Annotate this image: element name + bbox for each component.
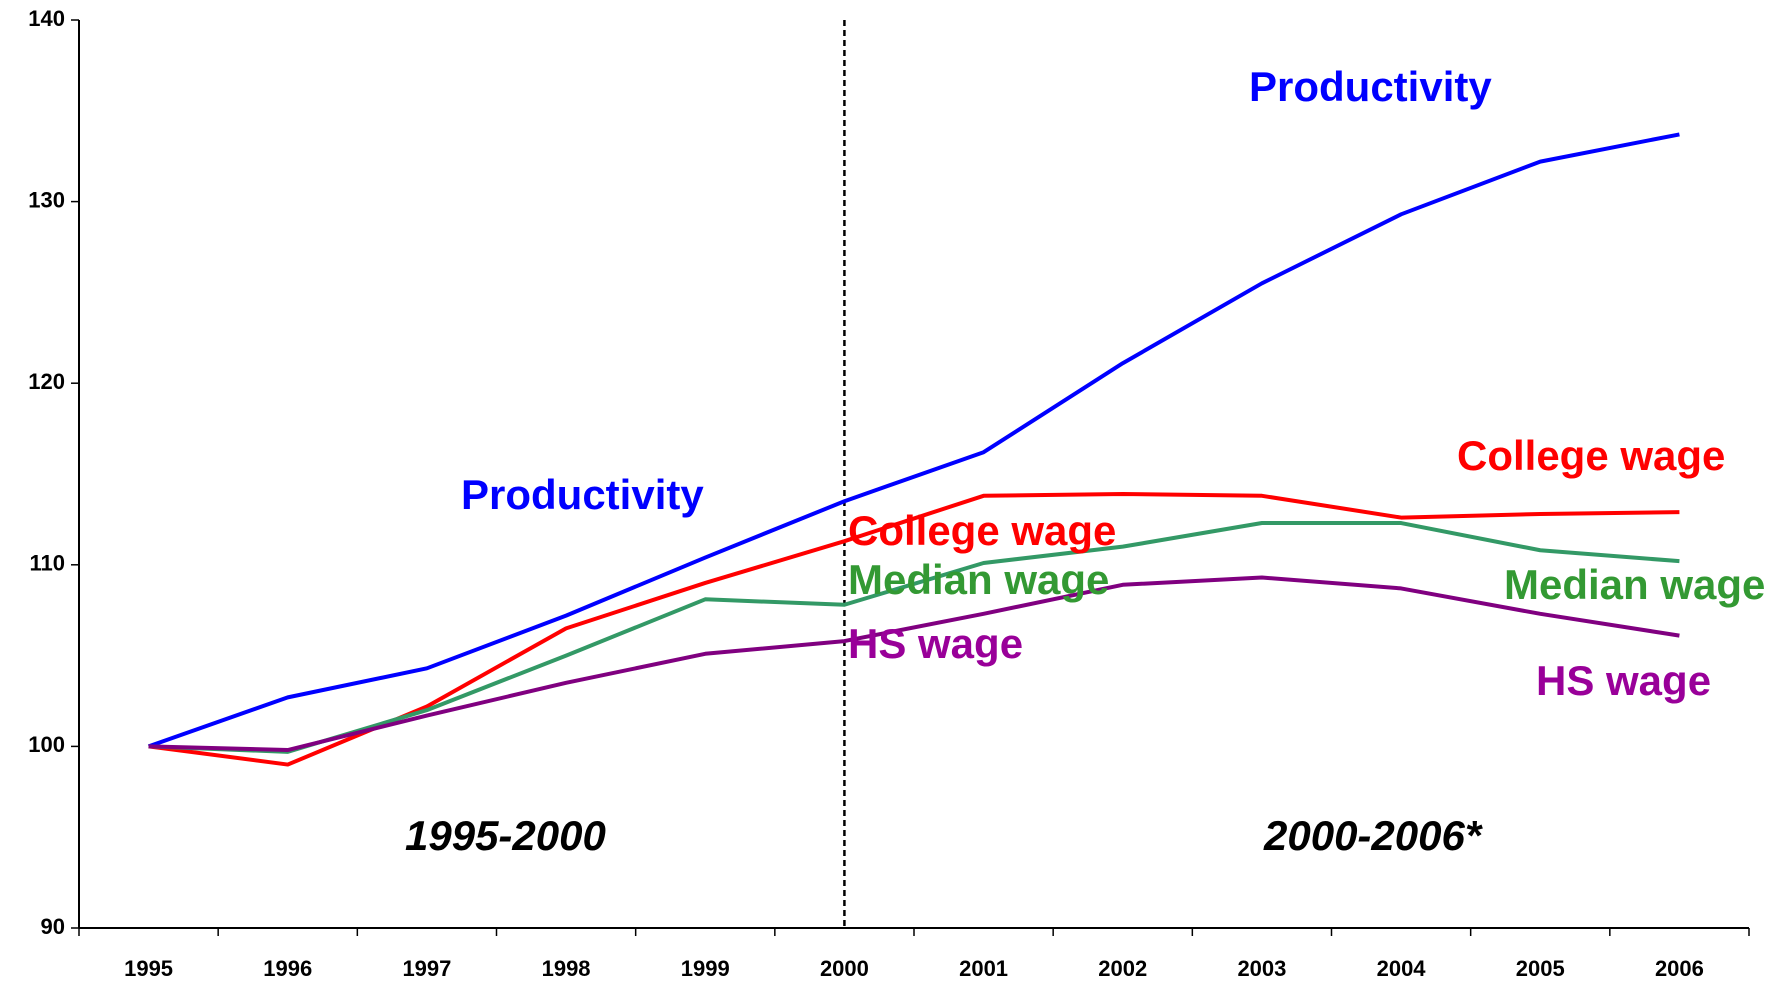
- y-tick-label: 90: [41, 914, 65, 939]
- annotation: HS wage: [1536, 657, 1711, 704]
- x-tick-label: 2005: [1516, 956, 1565, 981]
- x-tick-label: 2001: [959, 956, 1008, 981]
- x-tick-label: 2006: [1655, 956, 1704, 981]
- x-tick-label: 1997: [402, 956, 451, 981]
- annotation: Productivity: [461, 471, 704, 518]
- x-tick-label: 2004: [1377, 956, 1427, 981]
- annotation: HS wage: [848, 620, 1023, 667]
- series-line: [147, 132, 1680, 749]
- series-line: [148, 575, 1680, 753]
- y-tick-label: 120: [28, 369, 65, 394]
- x-tick-label: 1999: [681, 956, 730, 981]
- annotation: Productivity: [1249, 63, 1492, 110]
- y-tick-label: 110: [30, 551, 66, 576]
- x-tick-label: 1998: [542, 956, 591, 981]
- annotation: College wage: [848, 507, 1116, 554]
- series-line: [148, 521, 1680, 754]
- y-tick-label: 100: [28, 732, 65, 757]
- annotation: Median wage: [1504, 561, 1765, 608]
- x-tick-label: 2003: [1237, 956, 1286, 981]
- x-tick-label: 2002: [1098, 956, 1147, 981]
- annotation: 2000-2006*: [1263, 812, 1483, 859]
- annotation: 1995-2000: [405, 812, 606, 859]
- y-tick-label: 130: [28, 187, 65, 212]
- annotation: Median wage: [848, 556, 1109, 603]
- annotation: College wage: [1457, 432, 1725, 479]
- x-tick-label: 2000: [820, 956, 869, 981]
- x-tick-label: 1995: [124, 956, 173, 981]
- x-tick-label: 1996: [263, 956, 312, 981]
- y-tick-label: 140: [28, 6, 65, 31]
